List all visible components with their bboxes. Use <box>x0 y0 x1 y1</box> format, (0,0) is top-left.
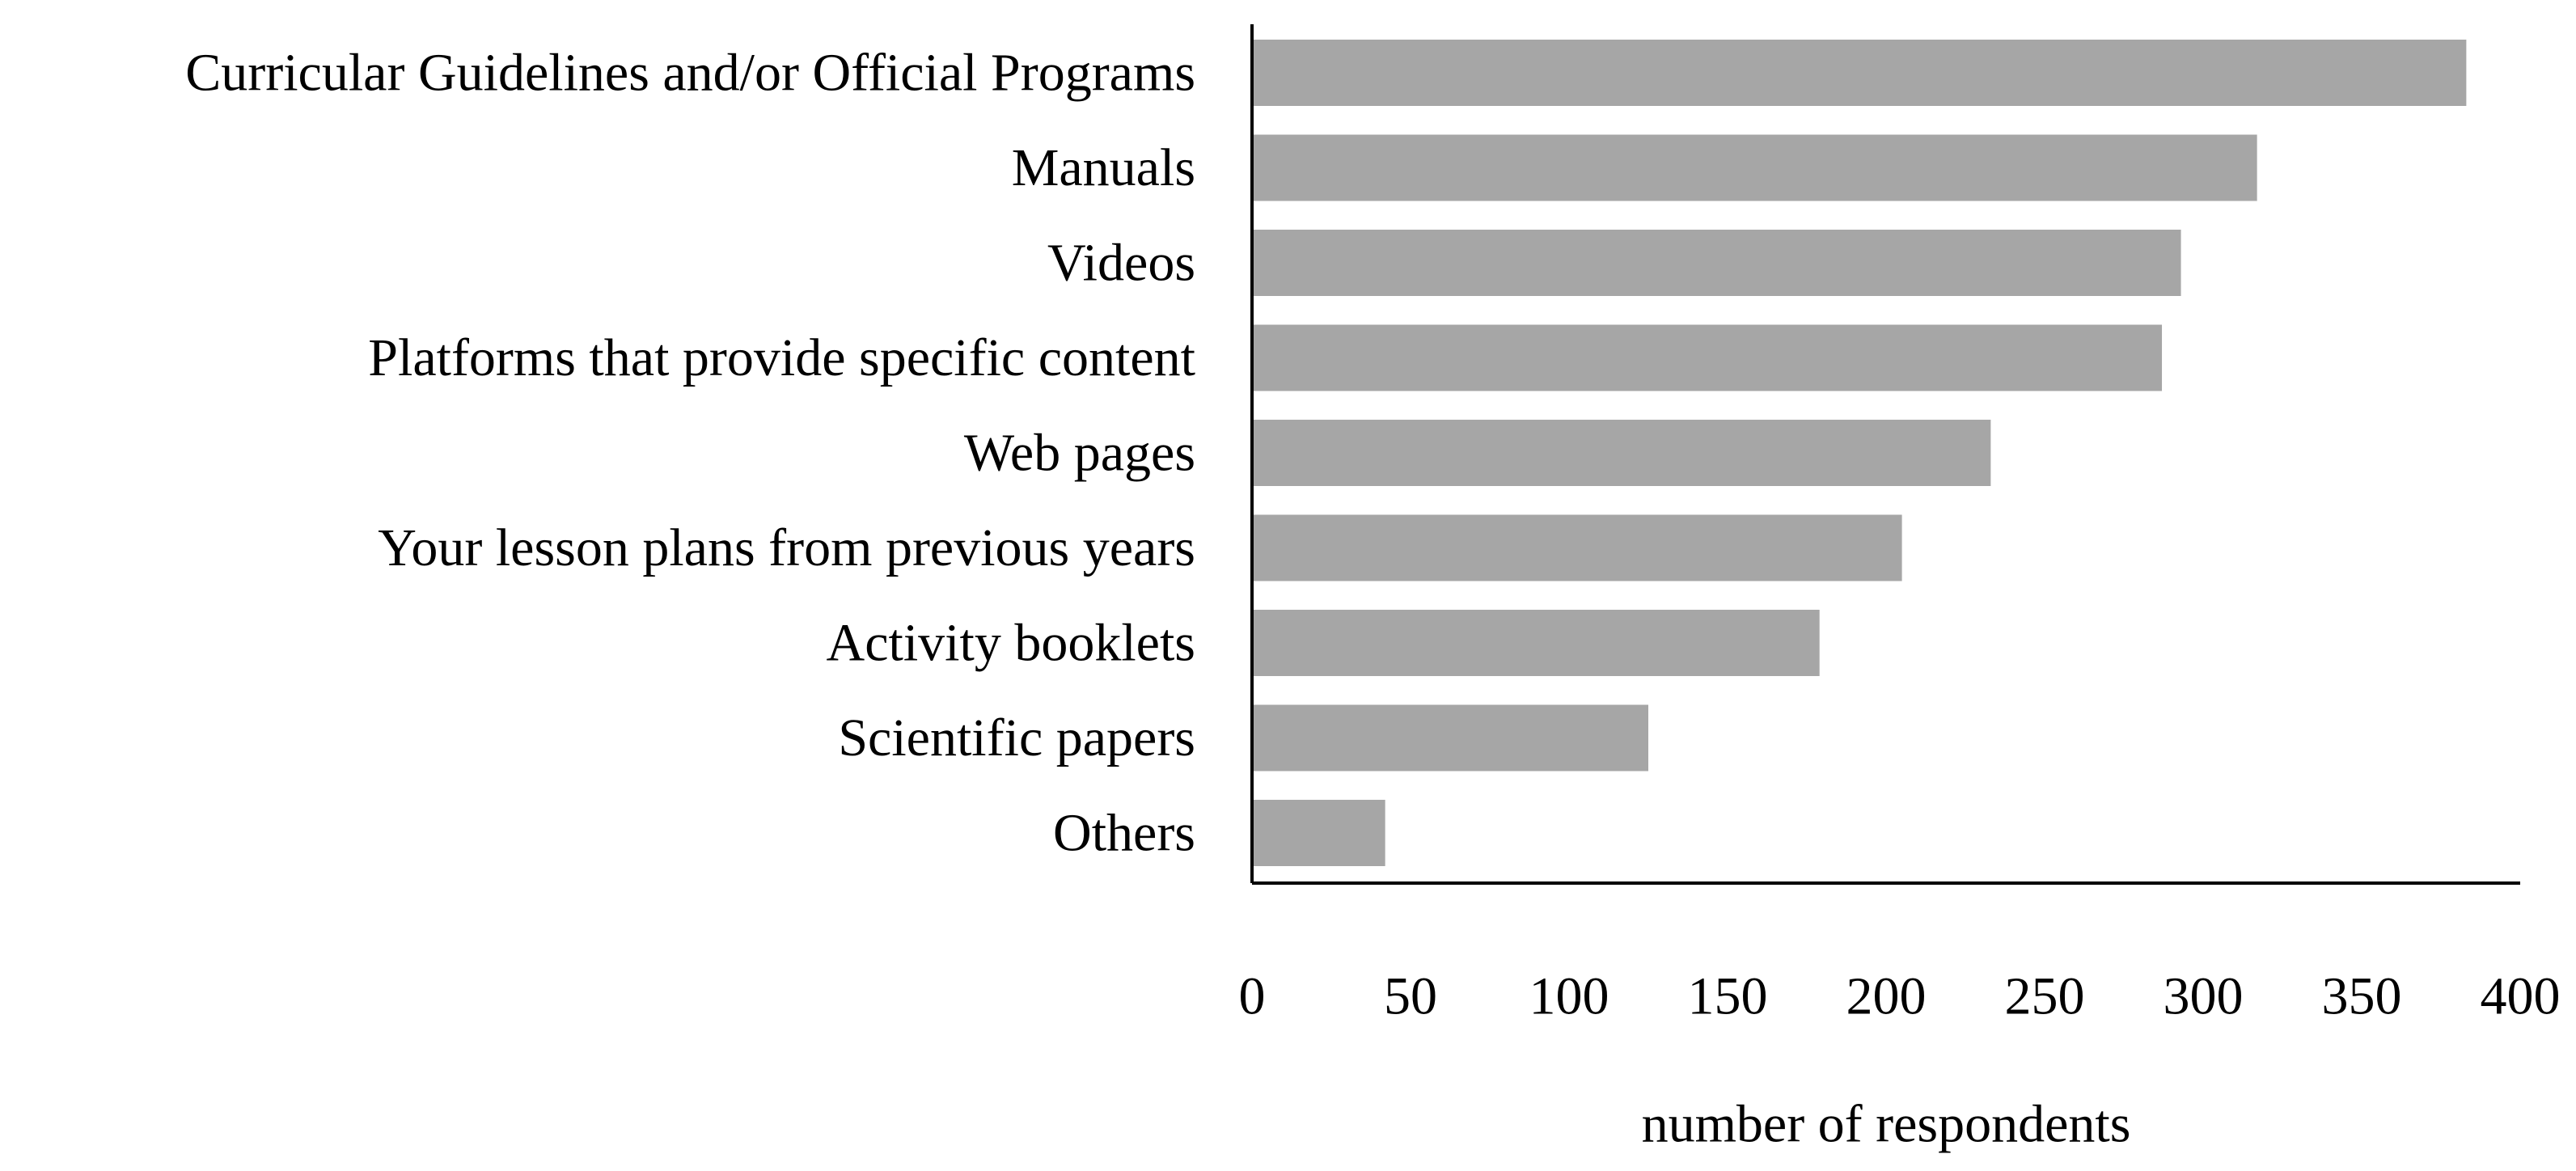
bar <box>1252 230 2181 296</box>
bar <box>1252 800 1385 866</box>
axes <box>1250 24 2520 885</box>
category-label: Manuals <box>1012 138 1195 197</box>
category-labels: Curricular Guidelines and/or Official Pr… <box>185 44 1195 863</box>
x-tick-label: 100 <box>1529 967 1609 1026</box>
category-label: Activity booklets <box>827 614 1195 673</box>
x-tick-label: 350 <box>2322 967 2402 1026</box>
bar <box>1252 704 1648 772</box>
x-axis-title: number of respondents <box>1642 1095 2131 1154</box>
bar <box>1252 134 2257 201</box>
x-tick-label: 250 <box>2005 967 2085 1026</box>
bars-layer <box>1252 40 2467 866</box>
x-tick-label: 0 <box>1239 967 1266 1026</box>
category-label: Your lesson plans from previous years <box>378 518 1195 577</box>
category-label: Curricular Guidelines and/or Official Pr… <box>185 44 1195 103</box>
bar <box>1252 40 2467 106</box>
category-label: Platforms that provide specific content <box>368 328 1195 387</box>
category-label: Others <box>1053 804 1195 863</box>
x-tick-labels: 0 50 100 150 200 250 300 350 400 <box>1239 967 2561 1026</box>
x-tick-label: 150 <box>1688 967 1768 1026</box>
x-tick-label: 300 <box>2164 967 2244 1026</box>
x-tick-label: 400 <box>2481 967 2561 1026</box>
bar <box>1252 420 1991 486</box>
bar <box>1252 514 1902 581</box>
x-tick-label: 50 <box>1384 967 1437 1026</box>
category-label: Scientific papers <box>838 708 1195 767</box>
category-label: Videos <box>1047 234 1195 293</box>
x-tick-label: 200 <box>1846 967 1927 1026</box>
bar <box>1252 610 1820 676</box>
category-label: Web pages <box>964 424 1195 483</box>
bar <box>1252 324 2163 391</box>
